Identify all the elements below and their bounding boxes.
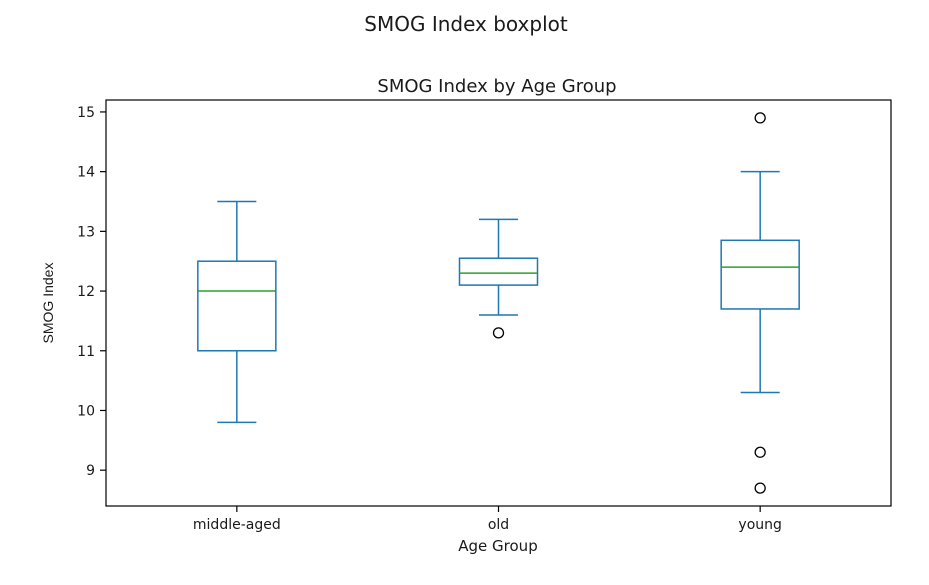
outlier-point — [754, 482, 766, 494]
outlier-point — [754, 446, 766, 458]
x-tick-label: young — [738, 517, 781, 533]
y-tick-label: 9 — [86, 463, 95, 479]
box-old — [458, 218, 539, 339]
x-tick-label: old — [488, 517, 509, 533]
y-tick-label: 12 — [77, 284, 95, 300]
y-tick-label: 15 — [77, 105, 95, 121]
iqr-box — [197, 260, 277, 352]
x-axis-label: Age Group — [458, 537, 537, 555]
iqr-box — [720, 239, 800, 310]
box-young — [720, 112, 800, 494]
outlier-point — [492, 327, 505, 339]
y-tick-label: 11 — [77, 344, 95, 360]
chart-suptitle: SMOG Index boxplot — [364, 12, 568, 36]
y-tick-label: 13 — [77, 224, 95, 240]
x-tick-label: middle-aged — [193, 517, 281, 533]
y-axis-label: SMOG Index — [40, 263, 56, 344]
outlier-point — [754, 112, 766, 124]
y-axis: 9 10 11 12 13 14 15 — [77, 105, 106, 479]
chart-title: SMOG Index by Age Group — [377, 76, 616, 97]
iqr-box — [458, 257, 539, 286]
boxes-group — [197, 112, 800, 494]
x-axis: middle-aged old young — [193, 506, 782, 533]
box-middle-aged — [197, 200, 277, 424]
y-tick-label: 10 — [77, 403, 95, 419]
y-tick-label: 14 — [77, 165, 95, 181]
